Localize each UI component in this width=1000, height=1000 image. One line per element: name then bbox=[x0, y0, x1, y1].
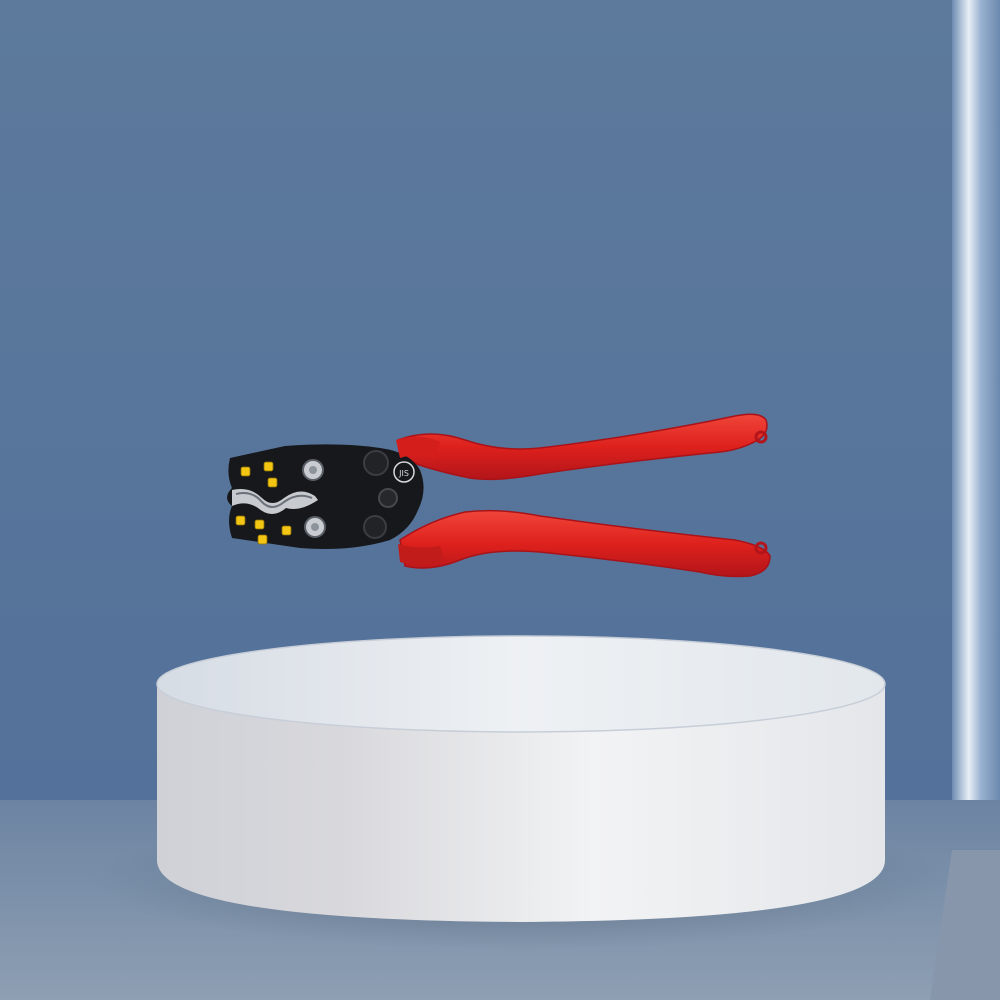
jis-emblem-text: JIS bbox=[398, 469, 409, 478]
head-collar bbox=[396, 436, 440, 460]
lower-handle-hole bbox=[754, 541, 768, 555]
jis-emblem bbox=[393, 461, 415, 483]
pivot-pin-lower bbox=[363, 515, 387, 539]
crimping-pliers: JIS bbox=[227, 413, 771, 578]
pivot-pin-upper bbox=[363, 450, 389, 476]
upper-handle-hole bbox=[754, 430, 768, 444]
display-podium bbox=[156, 635, 886, 922]
lower-handle bbox=[399, 509, 771, 578]
upper-handle bbox=[397, 413, 768, 481]
pivot-pin-center bbox=[378, 488, 398, 508]
size-markers bbox=[235, 461, 292, 545]
background-pillar bbox=[952, 0, 1000, 850]
